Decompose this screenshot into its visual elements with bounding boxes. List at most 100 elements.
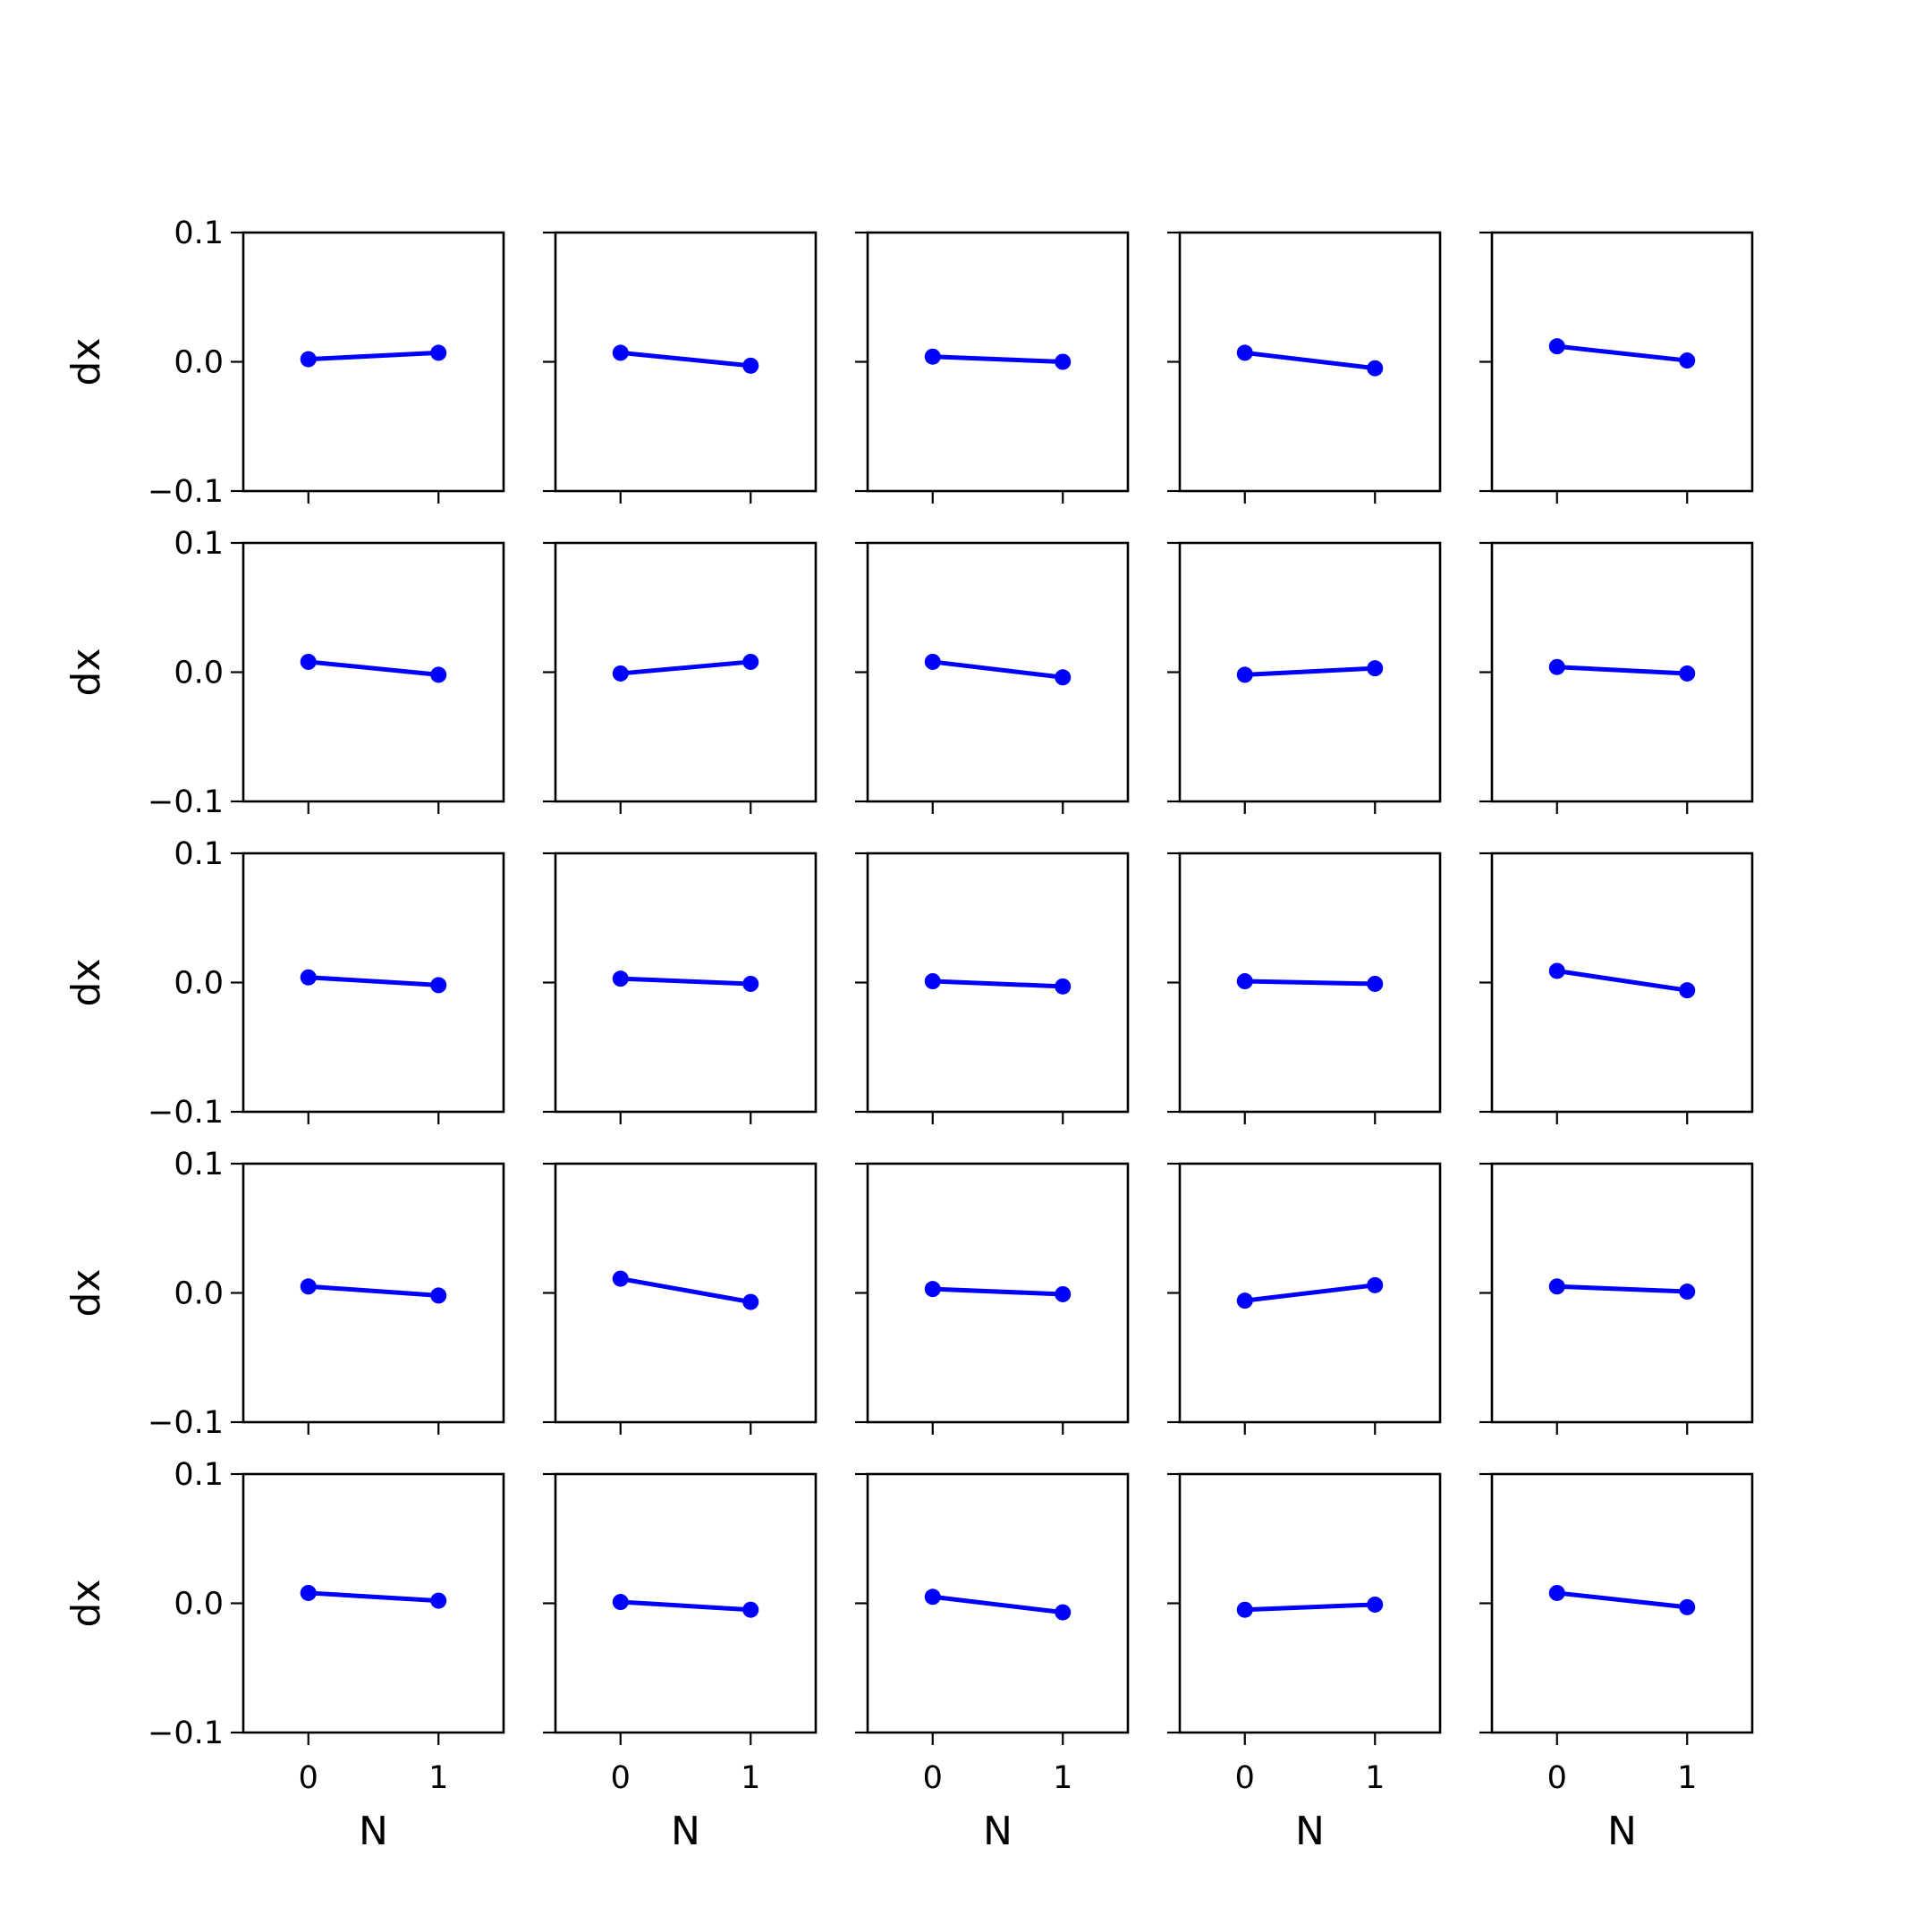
axes-frame bbox=[1490, 1162, 1754, 1424]
x-tick-label: 0 bbox=[1547, 1760, 1567, 1796]
data-point bbox=[742, 975, 759, 992]
data-point bbox=[1236, 973, 1253, 990]
data-point bbox=[1236, 344, 1253, 361]
data-point bbox=[1367, 975, 1384, 992]
y-tick-label: −0.1 bbox=[148, 474, 224, 510]
subplot-grid: 0.10.0−0.1dx0.10.0−0.1dx0.10.0−0.1dx0.10… bbox=[64, 216, 1754, 1854]
y-axis-label: dx bbox=[64, 1580, 109, 1628]
data-point bbox=[300, 653, 317, 670]
data-point bbox=[1679, 665, 1696, 682]
data-point bbox=[924, 348, 941, 365]
x-tick-label: 0 bbox=[1235, 1760, 1255, 1796]
series-line bbox=[620, 350, 751, 369]
x-tick-label: 1 bbox=[428, 1760, 448, 1796]
subplot-r4-c4 bbox=[1167, 1162, 1442, 1435]
series-line bbox=[1244, 665, 1376, 677]
subplot-r2-c4 bbox=[1167, 541, 1442, 814]
subplot-r2-c2 bbox=[543, 541, 818, 814]
x-axis-label: N bbox=[1295, 1809, 1325, 1854]
subplot-r3-c2 bbox=[543, 852, 818, 1124]
axes-frame bbox=[1490, 541, 1754, 803]
data-point bbox=[300, 969, 317, 986]
data-point bbox=[924, 973, 941, 990]
data-point bbox=[1367, 660, 1384, 677]
axes-frame bbox=[554, 1472, 818, 1734]
data-point bbox=[1055, 1604, 1072, 1621]
series-line bbox=[308, 350, 439, 362]
series-line bbox=[1244, 979, 1376, 987]
data-point bbox=[1055, 1285, 1072, 1302]
data-point bbox=[1055, 978, 1072, 995]
data-point bbox=[300, 351, 317, 368]
subplot-r1-c4 bbox=[1167, 231, 1442, 504]
series-line bbox=[308, 975, 439, 987]
y-tick-label: 0.1 bbox=[174, 526, 224, 562]
subplot-r5-c3: 0 1 N bbox=[855, 1472, 1130, 1854]
series-line bbox=[1556, 1284, 1688, 1294]
axes-frame bbox=[866, 1162, 1130, 1424]
data-point bbox=[1679, 1598, 1696, 1615]
x-tick-label: 1 bbox=[741, 1760, 760, 1796]
subplot-r3-c5 bbox=[1479, 852, 1754, 1124]
data-point bbox=[742, 1601, 759, 1618]
y-tick-label: −0.1 bbox=[148, 784, 224, 820]
y-tick-label: −0.1 bbox=[148, 1405, 224, 1441]
data-point bbox=[1236, 1601, 1253, 1618]
axes-frame bbox=[1178, 1472, 1442, 1734]
data-point bbox=[1548, 962, 1565, 979]
series-line bbox=[1556, 969, 1688, 993]
axes-frame bbox=[554, 231, 818, 493]
data-point bbox=[430, 666, 447, 683]
y-tick-label: 0.1 bbox=[174, 1147, 224, 1182]
y-tick-label: 0.0 bbox=[174, 656, 224, 691]
y-tick-label: 0.1 bbox=[174, 1457, 224, 1493]
data-point bbox=[1055, 669, 1072, 686]
data-point bbox=[924, 653, 941, 670]
subplot-r4-c2 bbox=[543, 1162, 818, 1435]
subplot-r3-c4 bbox=[1167, 852, 1442, 1124]
axes-frame bbox=[1490, 852, 1754, 1114]
x-axis-label: N bbox=[671, 1809, 700, 1854]
x-axis-label: N bbox=[359, 1809, 388, 1854]
data-point bbox=[742, 653, 759, 670]
y-tick-label: 0.0 bbox=[174, 345, 224, 381]
series-line bbox=[308, 1590, 439, 1604]
axes-frame bbox=[1178, 1162, 1442, 1424]
data-point bbox=[612, 344, 629, 361]
series-line bbox=[1556, 343, 1688, 363]
y-tick-label: −0.1 bbox=[148, 1095, 224, 1131]
x-tick-label: 1 bbox=[1365, 1760, 1385, 1796]
data-point bbox=[1548, 658, 1565, 675]
data-point bbox=[1679, 1284, 1696, 1301]
series-line bbox=[932, 979, 1063, 989]
data-point bbox=[1548, 1278, 1565, 1295]
subplot-r4-c5 bbox=[1479, 1162, 1754, 1435]
axes-frame bbox=[242, 1472, 505, 1734]
series-line bbox=[932, 1286, 1063, 1297]
series-line bbox=[1556, 1590, 1688, 1610]
series-line bbox=[620, 1276, 751, 1305]
subplot-r4-c3 bbox=[855, 1162, 1130, 1435]
axes-frame bbox=[1178, 541, 1442, 803]
data-point bbox=[430, 977, 447, 994]
axes-frame bbox=[1490, 1472, 1754, 1734]
axes-frame bbox=[242, 231, 505, 493]
axes-frame bbox=[242, 541, 505, 803]
series-line bbox=[932, 354, 1063, 364]
x-tick-label: 0 bbox=[611, 1760, 631, 1796]
data-point bbox=[742, 357, 759, 374]
data-point bbox=[1548, 338, 1565, 355]
y-tick-label: 0.0 bbox=[174, 1587, 224, 1623]
data-point bbox=[1679, 352, 1696, 369]
subplot-r2-c1: 0.1 0.0 −0.1 dx bbox=[64, 526, 505, 820]
x-tick-label: 0 bbox=[923, 1760, 943, 1796]
subplot-r1-c5 bbox=[1479, 231, 1754, 504]
series-line bbox=[1244, 1283, 1376, 1303]
subplot-r1-c3 bbox=[855, 231, 1130, 504]
subplot-r1-c1: 0.1 0.0 −0.1 dx bbox=[64, 216, 505, 510]
subplot-r5-c1: 0.1 0.0 −0.1 0 1 dx N bbox=[64, 1457, 505, 1854]
y-axis-label: dx bbox=[64, 338, 109, 386]
subplot-r4-c1: 0.1 0.0 −0.1 dx bbox=[64, 1147, 505, 1441]
series-line bbox=[932, 659, 1063, 680]
y-tick-label: 0.0 bbox=[174, 966, 224, 1002]
